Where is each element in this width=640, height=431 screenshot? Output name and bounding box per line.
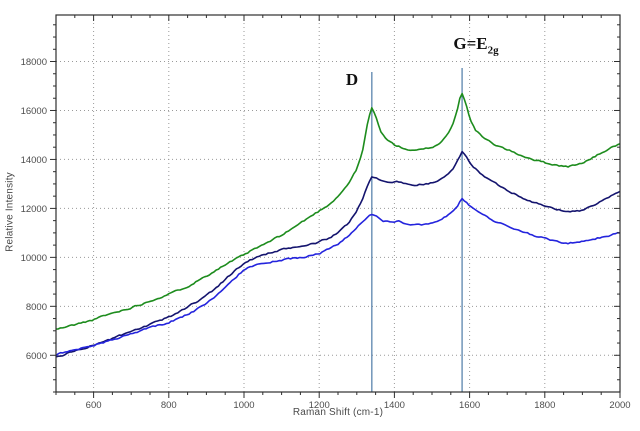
tick-labels: 600 800 1000 1200 1400 1600 1800 2000 6000 8000 10…	[21, 57, 631, 411]
d-band-label: D	[336, 70, 368, 90]
g-band-label-subscript: 2g	[487, 44, 499, 57]
y-tick-label: 14000	[21, 155, 47, 166]
x-tick-label: 1200	[309, 400, 330, 411]
y-tick-label: 6000	[26, 351, 47, 362]
d-band-label-text: D	[345, 70, 359, 89]
spectra-curves	[55, 92, 621, 358]
y-tick-label: 18000	[21, 57, 47, 68]
series-line-middle-spectrum	[55, 150, 621, 358]
y-tick-label: 12000	[21, 204, 47, 215]
g-band-label-text: G=E	[453, 34, 488, 53]
series-line-lower-spectrum	[55, 197, 621, 357]
peak-marker-lines	[371, 68, 463, 392]
axis-ticks	[50, 15, 621, 398]
series-line-upper-spectrum	[55, 92, 621, 330]
y-axis-title: Relative Intensity	[4, 172, 16, 252]
g-band-label: G=E2g	[434, 34, 518, 56]
x-tick-label: 1800	[534, 400, 555, 411]
y-tick-label: 8000	[26, 302, 47, 313]
x-tick-label: 1600	[459, 400, 480, 411]
x-tick-label: 800	[161, 400, 177, 411]
x-tick-label: 2000	[609, 400, 630, 411]
x-tick-label: 600	[86, 400, 102, 411]
y-tick-label: 16000	[21, 106, 47, 117]
y-tick-label: 10000	[21, 253, 47, 264]
x-tick-label: 1400	[384, 400, 405, 411]
x-tick-label: 1000	[233, 400, 254, 411]
x-axis-title: Raman Shift (cm-1)	[292, 407, 384, 418]
